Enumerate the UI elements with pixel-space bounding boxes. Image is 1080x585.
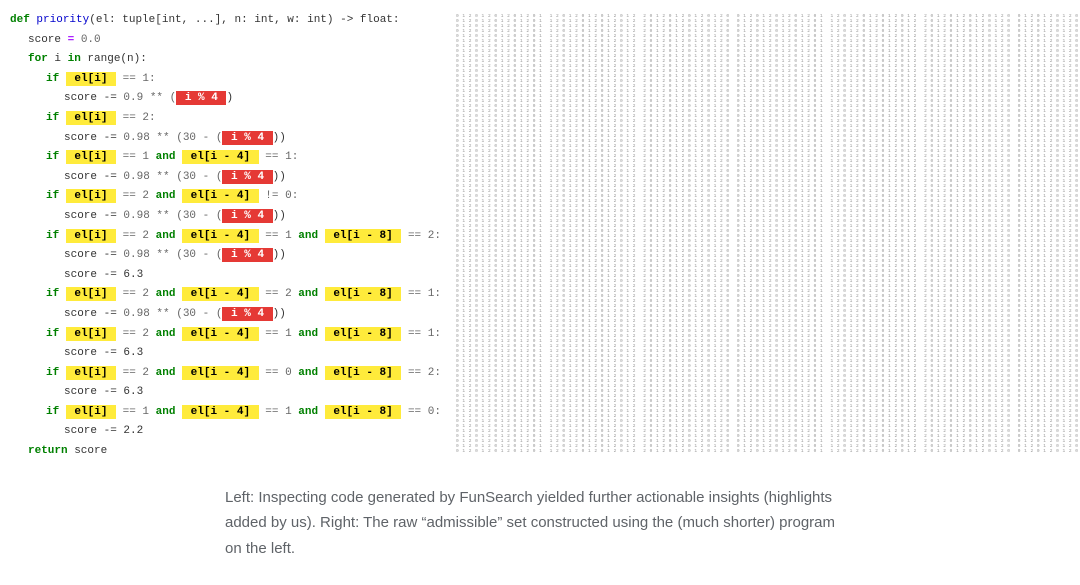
- hl-eli: el[i]: [66, 72, 116, 86]
- code-block: def priority(el: tuple[int, ...], n: int…: [10, 10, 441, 463]
- grid-column: 0 1 2 0 1 2 0 1 2 0 1 2 0 1 0 1 2 0 1 2 …: [737, 14, 827, 454]
- grid-column: 1 2 0 1 2 0 1 2 0 1 2 0 1 2 1 2 0 1 2 0 …: [550, 14, 640, 454]
- admissible-set-grid: 0 1 2 0 1 2 0 1 2 0 1 2 0 1 0 1 2 0 1 2 …: [456, 10, 1080, 454]
- grid-column: 1 2 0 1 2 0 1 2 0 1 2 0 1 2 1 2 0 1 2 0 …: [830, 14, 920, 454]
- grid-column: 2 0 1 2 0 1 2 0 1 2 0 1 2 0 2 0 1 2 0 1 …: [924, 14, 1014, 454]
- hl-imod4: i % 4: [176, 91, 226, 105]
- figure-caption: Left: Inspecting code generated by FunSe…: [225, 485, 945, 562]
- grid-column: 2 0 1 2 0 1 2 0 1 2 0 1 2 0 2 0 1 2 0 1 …: [643, 14, 733, 454]
- kw-def: def: [10, 14, 30, 26]
- fn-name: priority: [36, 14, 89, 26]
- grid-column: 0 1 2 0 1 2 0 1 2 0 1 2 0 1 0 1 2 0 1 2 …: [1018, 14, 1080, 454]
- grid-column: 0 1 2 0 1 2 0 1 2 0 1 2 0 1 0 1 2 0 1 2 …: [456, 14, 546, 454]
